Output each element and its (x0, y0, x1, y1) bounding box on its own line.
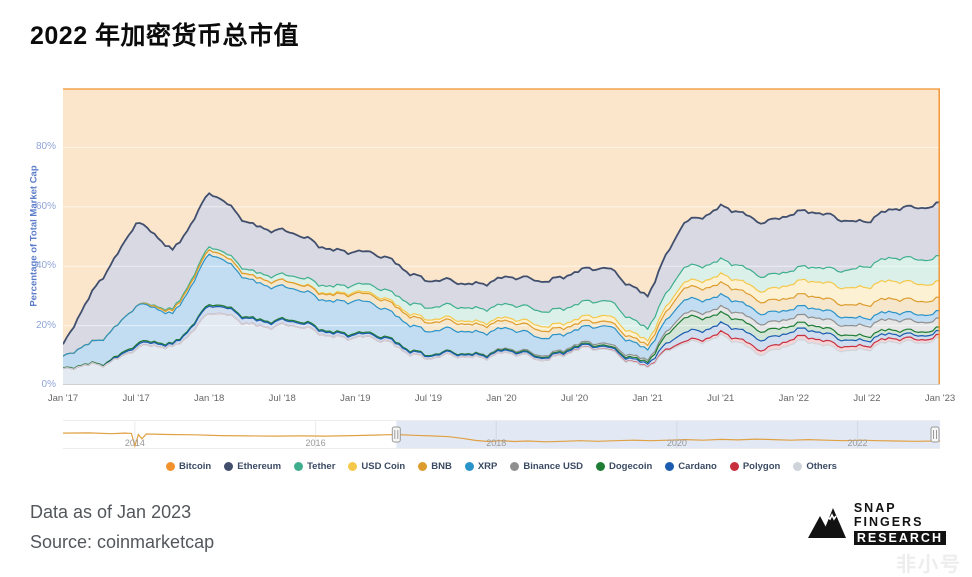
legend-item-ethereum[interactable]: Ethereum (224, 461, 281, 472)
area-others (63, 313, 940, 385)
legend-label: Polygon (742, 461, 781, 472)
logo-line3: RESEARCH (853, 531, 946, 545)
legend-dot (348, 462, 358, 471)
area-dogecoin (63, 304, 940, 370)
x-tick-label: Jul '22 (853, 393, 881, 404)
x-tick-label: Jan '21 (632, 393, 663, 404)
legend-label: Others (806, 461, 837, 472)
legend-dot (510, 462, 520, 471)
legend-label: USD Coin (361, 461, 406, 472)
legend-item-polygon[interactable]: Polygon (729, 461, 781, 472)
footer-source: Source: coinmarketcap (30, 532, 215, 552)
page-title: 2022 年加密货币总市值 (30, 22, 300, 50)
x-tick-label: Jan '17 (47, 393, 79, 404)
area-usd-coin (63, 249, 940, 357)
line-ethereum (63, 192, 940, 345)
navigator-handle[interactable] (391, 426, 401, 443)
line-xrp (63, 253, 940, 357)
area-ethereum (63, 193, 940, 357)
logo-line2: FINGERS (853, 515, 924, 529)
legend-dot (793, 462, 803, 471)
legend-dot (665, 462, 675, 471)
legend-item-xrp[interactable]: XRP (464, 461, 498, 472)
navigator-svg[interactable] (62, 421, 941, 448)
legend: Bitcoin Ethereum Tether USD Coin BNB XRP Binan… (48, 461, 955, 472)
navigator-bg (63, 421, 940, 448)
x-axis-labels: Jan '17 Jul '17 Jan '18 Jul '18 Jan '19 Jul '… (48, 393, 955, 407)
footer-data-date: Data as of Jan 2023 (30, 502, 192, 522)
x-tick-label: Jan '20 (486, 393, 517, 404)
line-others (63, 312, 940, 370)
legend-label: BNB (431, 461, 452, 472)
legend-item-dogecoin[interactable]: Dogecoin (596, 461, 652, 472)
legend-item-bnb[interactable]: BNB (418, 461, 452, 472)
legend-item-bitcoin[interactable]: Bitcoin (166, 461, 211, 472)
legend-item-cardano[interactable]: Cardano (665, 461, 717, 472)
y-tick-label: 40% (35, 260, 56, 272)
legend-label: Ethereum (237, 461, 282, 472)
watermark: 非小号 (896, 554, 962, 576)
line-tether (63, 246, 940, 357)
line-dogecoin (63, 304, 940, 370)
legend-dot (224, 462, 234, 471)
legend-item-tether[interactable]: Tether (294, 461, 335, 472)
legend-dot (418, 462, 428, 471)
legend-label: Binance USD (523, 461, 584, 472)
x-tick-label: Jul '17 (122, 393, 150, 404)
legend-item-others[interactable]: Others (793, 461, 837, 472)
legend-label: Cardano (678, 461, 717, 472)
navigator[interactable]: 2014 2016 2018 2020 2022 (62, 420, 941, 449)
y-tick-label: 60% (35, 200, 56, 212)
legend-label: Dogecoin (609, 461, 653, 472)
area-tether (63, 246, 940, 357)
main-chart-svg[interactable] (63, 88, 940, 385)
legend-dot (294, 462, 304, 471)
legend-label: XRP (477, 461, 498, 472)
line-cardano (63, 305, 940, 370)
legend-dot (729, 462, 739, 471)
x-tick-label: Jan '22 (778, 393, 809, 404)
logo-text: SNAP FINGERS RESEARCH (853, 501, 946, 547)
navigator-handle[interactable] (930, 426, 940, 443)
legend-label: Bitcoin (179, 461, 212, 472)
y-tick-label: 20% (35, 319, 56, 331)
legend-item-usd-coin[interactable]: USD Coin (348, 461, 405, 472)
legend-item-binance-usd[interactable]: Binance USD (510, 461, 583, 472)
main-chart[interactable] (63, 88, 940, 385)
x-tick-label: Jan '19 (340, 393, 371, 404)
x-tick-label: Jan '23 (924, 393, 956, 404)
area-bitcoin (63, 89, 940, 345)
mountain-icon (807, 504, 847, 545)
line-bnb (63, 249, 940, 357)
logo-line1: SNAP (853, 501, 897, 515)
y-axis-labels: 0% 20% 40% 60% 80% (28, 88, 56, 390)
navigator-selected-mask[interactable] (396, 421, 940, 448)
snap-fingers-logo: SNAP FINGERS RESEARCH (807, 501, 946, 547)
legend-dot (166, 462, 176, 471)
x-tick-label: Jul '20 (560, 393, 589, 404)
x-tick-label: Jul '18 (268, 393, 296, 404)
y-tick-label: 80% (35, 141, 56, 153)
legend-label: Tether (307, 461, 336, 472)
navigator-series-line (62, 432, 941, 448)
x-tick-label: Jul '19 (414, 393, 442, 404)
area-xrp (63, 254, 940, 369)
legend-dot (596, 462, 606, 471)
legend-dot (464, 462, 474, 471)
x-tick-label: Jul '21 (707, 393, 735, 404)
y-tick-label: 0% (41, 379, 56, 390)
x-tick-label: Jan '18 (193, 393, 225, 404)
